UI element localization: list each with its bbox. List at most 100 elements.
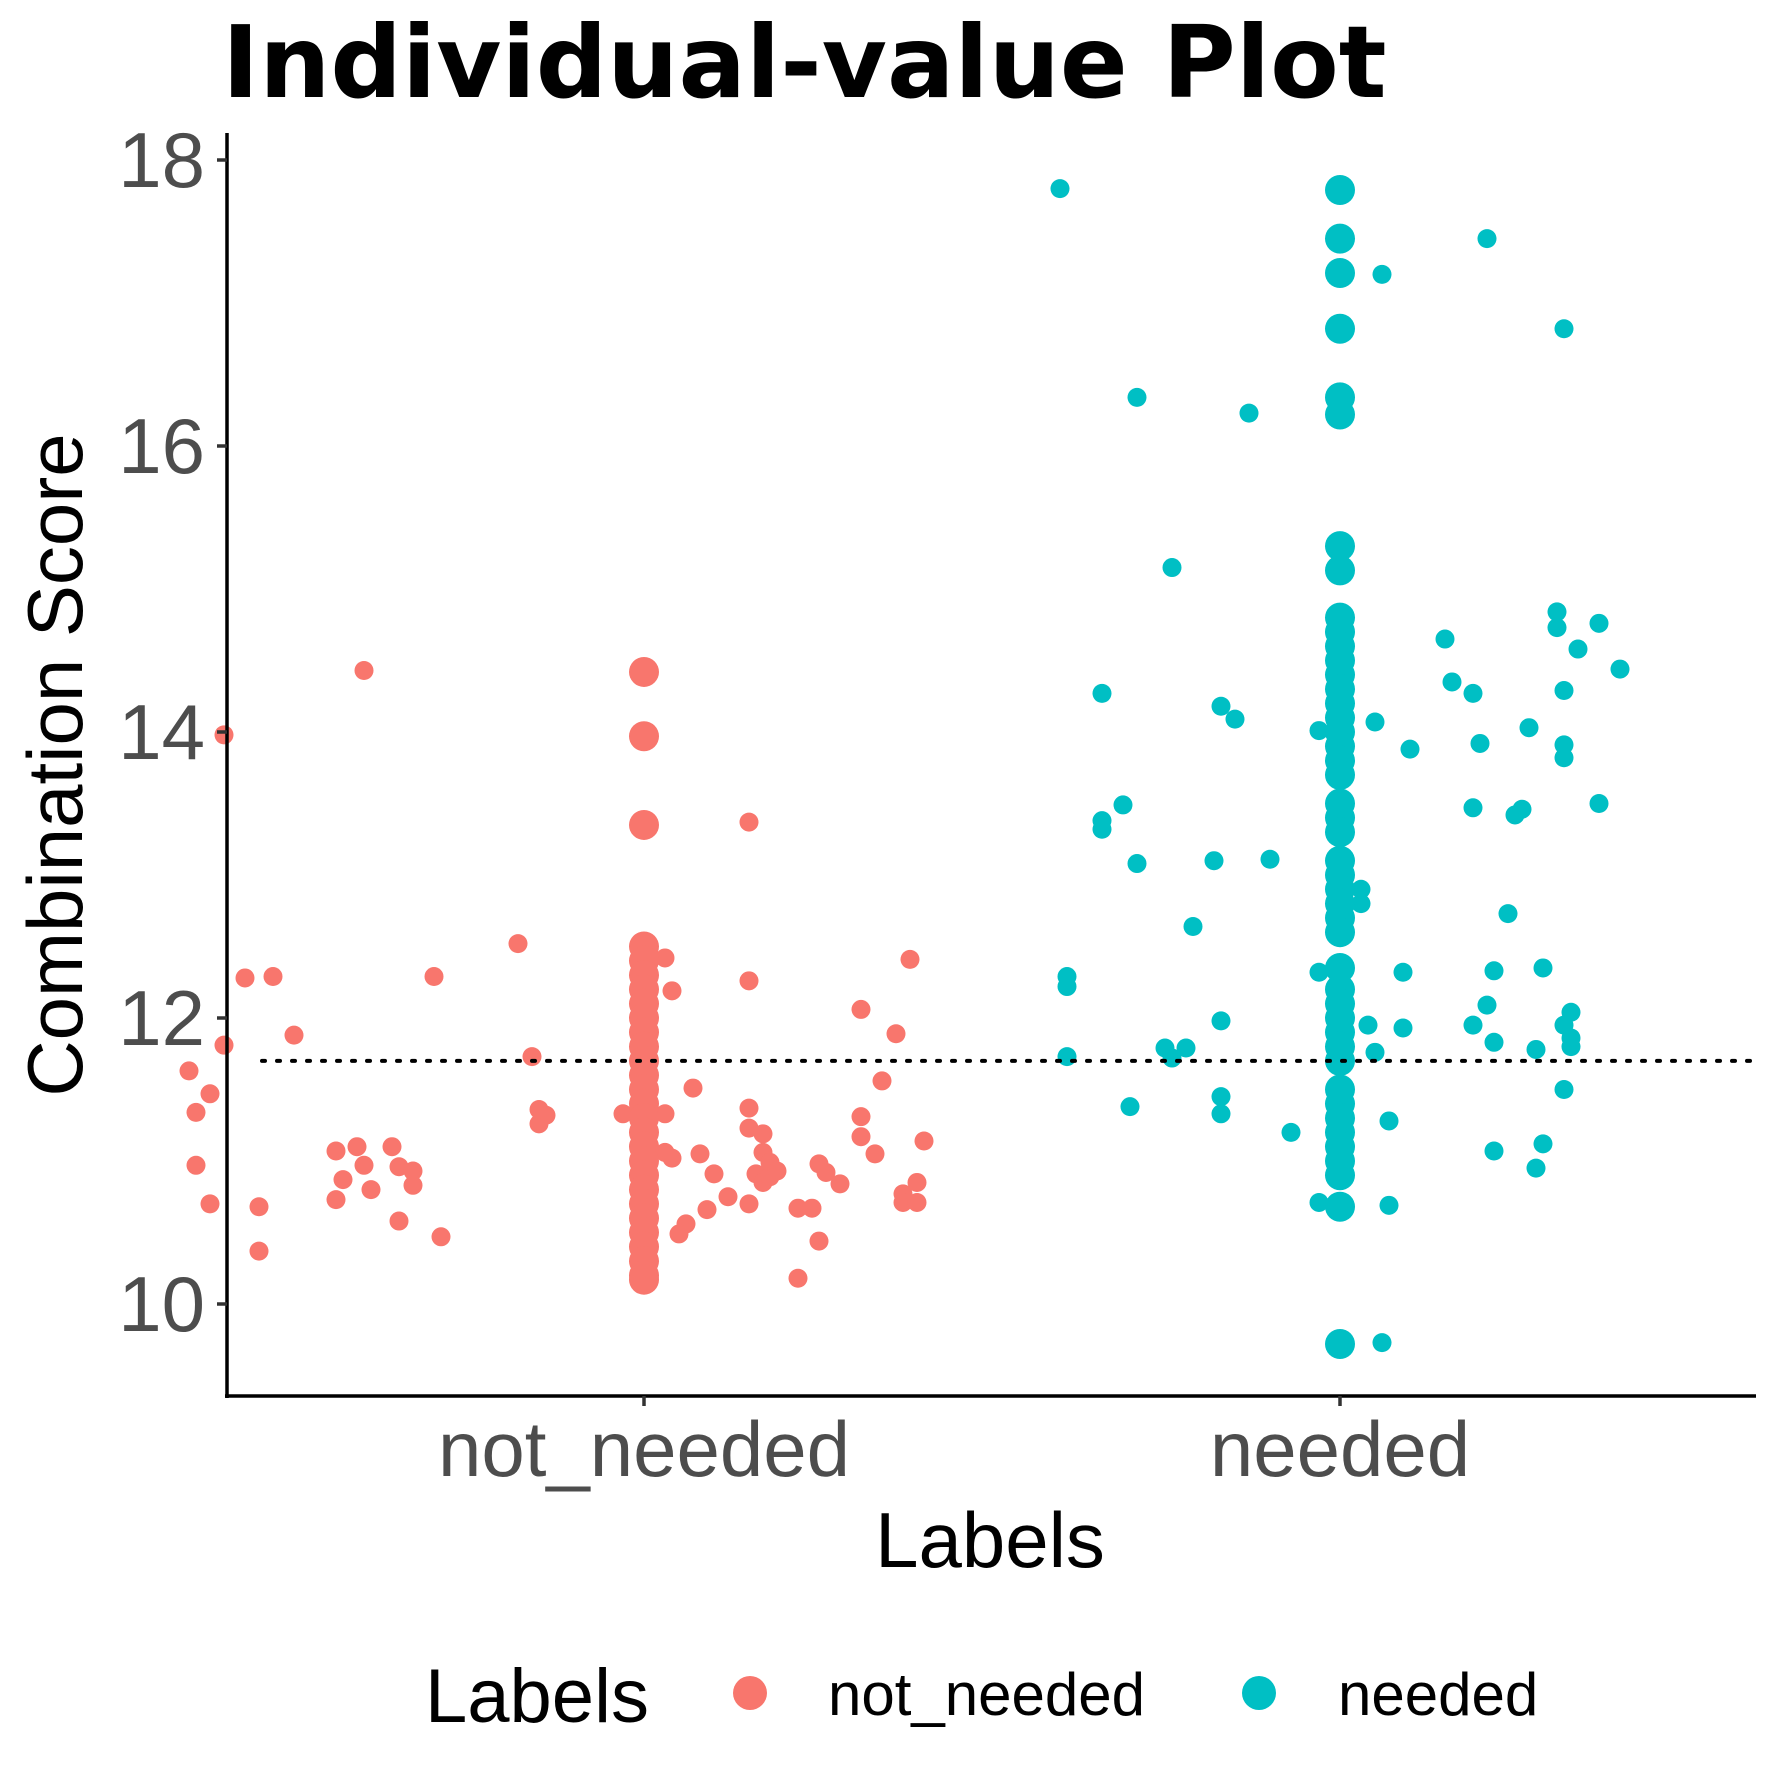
jitter-point — [1309, 962, 1329, 982]
jitter-point — [1589, 613, 1609, 633]
jitter-point — [788, 1268, 808, 1288]
jitter-point — [1225, 709, 1245, 729]
jitter-point — [683, 1078, 703, 1098]
jitter-point — [1554, 681, 1574, 701]
jitter-point — [431, 1227, 451, 1247]
jitter-point — [865, 1144, 885, 1164]
y-tick-label: 12 — [118, 974, 205, 1062]
jitter-point — [1211, 696, 1231, 716]
value-point — [1325, 1329, 1355, 1360]
legend-swatch-not-needed — [733, 1676, 767, 1710]
jitter-point — [1351, 894, 1371, 914]
jitter-point — [1400, 739, 1420, 759]
y-axis-ticks: 10 12 14 16 18 — [118, 116, 227, 1348]
jitter-point — [1120, 1097, 1140, 1117]
jitter-point — [1183, 916, 1203, 936]
jitter-point — [1463, 798, 1483, 818]
jitter-point — [1484, 1141, 1504, 1161]
jitter-point — [1477, 229, 1497, 249]
chart-title: Individual-value Plot — [222, 4, 1387, 121]
jitter-point — [816, 1162, 836, 1182]
jitter-point — [1358, 1015, 1378, 1035]
jitter-point — [249, 1241, 269, 1261]
jitter-point — [662, 981, 682, 1001]
jitter-point — [893, 1192, 913, 1212]
y-tick-label: 14 — [118, 688, 205, 776]
jitter-point — [1379, 1111, 1399, 1131]
jitter-point — [249, 1197, 269, 1217]
jitter-point — [200, 1084, 220, 1104]
jitter-point — [186, 1102, 206, 1122]
jitter-point — [1057, 977, 1077, 997]
jitter-point — [830, 1174, 850, 1194]
jitter-point — [669, 1224, 689, 1244]
jitter-point — [424, 967, 444, 987]
jitter-point — [802, 1198, 822, 1218]
jitter-point — [1526, 1039, 1546, 1059]
jitter-point — [508, 934, 528, 954]
value-point — [1325, 257, 1355, 288]
value-point — [1325, 817, 1355, 848]
jitter-point — [1057, 1047, 1077, 1067]
jitter-point — [767, 1161, 787, 1181]
jitter-point — [704, 1164, 724, 1184]
jitter-point — [326, 1190, 346, 1210]
jitter-point — [1561, 1037, 1581, 1057]
jitter-point — [263, 967, 283, 987]
jitter-point — [1568, 639, 1588, 659]
jitter-point — [1554, 748, 1574, 768]
value-point — [1325, 759, 1355, 790]
jitter-point — [1092, 683, 1112, 703]
jitter-point — [1484, 1032, 1504, 1052]
x-axis-title: Labels — [875, 1496, 1105, 1584]
value-point — [1325, 223, 1355, 254]
jitter-point — [333, 1170, 353, 1190]
jitter-point — [403, 1161, 423, 1181]
jitter-point — [914, 1131, 934, 1151]
value-point — [1325, 917, 1355, 948]
jitter-point — [1372, 264, 1392, 284]
jitter-point — [739, 1194, 759, 1214]
jitter-point — [529, 1114, 549, 1134]
jitter-point — [872, 1071, 892, 1091]
jitter-point — [1127, 387, 1147, 407]
jitter-point — [900, 949, 920, 969]
jitter-point — [718, 1187, 738, 1207]
jitter-point — [522, 1047, 542, 1067]
jitter-point — [1512, 799, 1532, 819]
jitter-point — [1498, 904, 1518, 924]
jitter-point — [235, 968, 255, 988]
jitter-point — [851, 1107, 871, 1127]
x-axis-ticks: not_needed needed — [438, 1396, 1470, 1493]
value-point — [1325, 531, 1355, 562]
value-point — [1325, 313, 1355, 344]
value-point — [1325, 175, 1355, 206]
jitter-point — [1519, 718, 1539, 738]
jitter-point — [403, 1175, 423, 1195]
jitter-point — [1554, 1080, 1574, 1099]
jitter-point — [1211, 1087, 1231, 1107]
jitter-point — [1176, 1038, 1196, 1058]
jitter-point — [1610, 659, 1630, 679]
jitter-point — [1561, 1002, 1581, 1022]
data-points — [179, 175, 1630, 1360]
jitter-point — [662, 1148, 682, 1168]
value-point — [1325, 1191, 1355, 1222]
jitter-point — [529, 1100, 549, 1120]
jitter-point — [1351, 879, 1371, 899]
jitter-point — [1050, 179, 1070, 199]
jitter-point — [613, 1104, 633, 1124]
jitter-point — [1484, 961, 1504, 981]
y-tick-label: 18 — [118, 116, 205, 204]
jitter-point — [1442, 672, 1462, 692]
jitter-point — [1211, 1104, 1231, 1124]
jitter-point — [1365, 712, 1385, 732]
jitter-point — [739, 812, 759, 832]
legend-label-needed: needed — [1338, 1661, 1538, 1728]
value-point — [1325, 1160, 1355, 1191]
y-tick-label: 10 — [118, 1260, 205, 1348]
jitter-point — [1365, 1042, 1385, 1062]
legend-swatch-needed — [1242, 1676, 1276, 1710]
jitter-point — [1477, 995, 1497, 1015]
